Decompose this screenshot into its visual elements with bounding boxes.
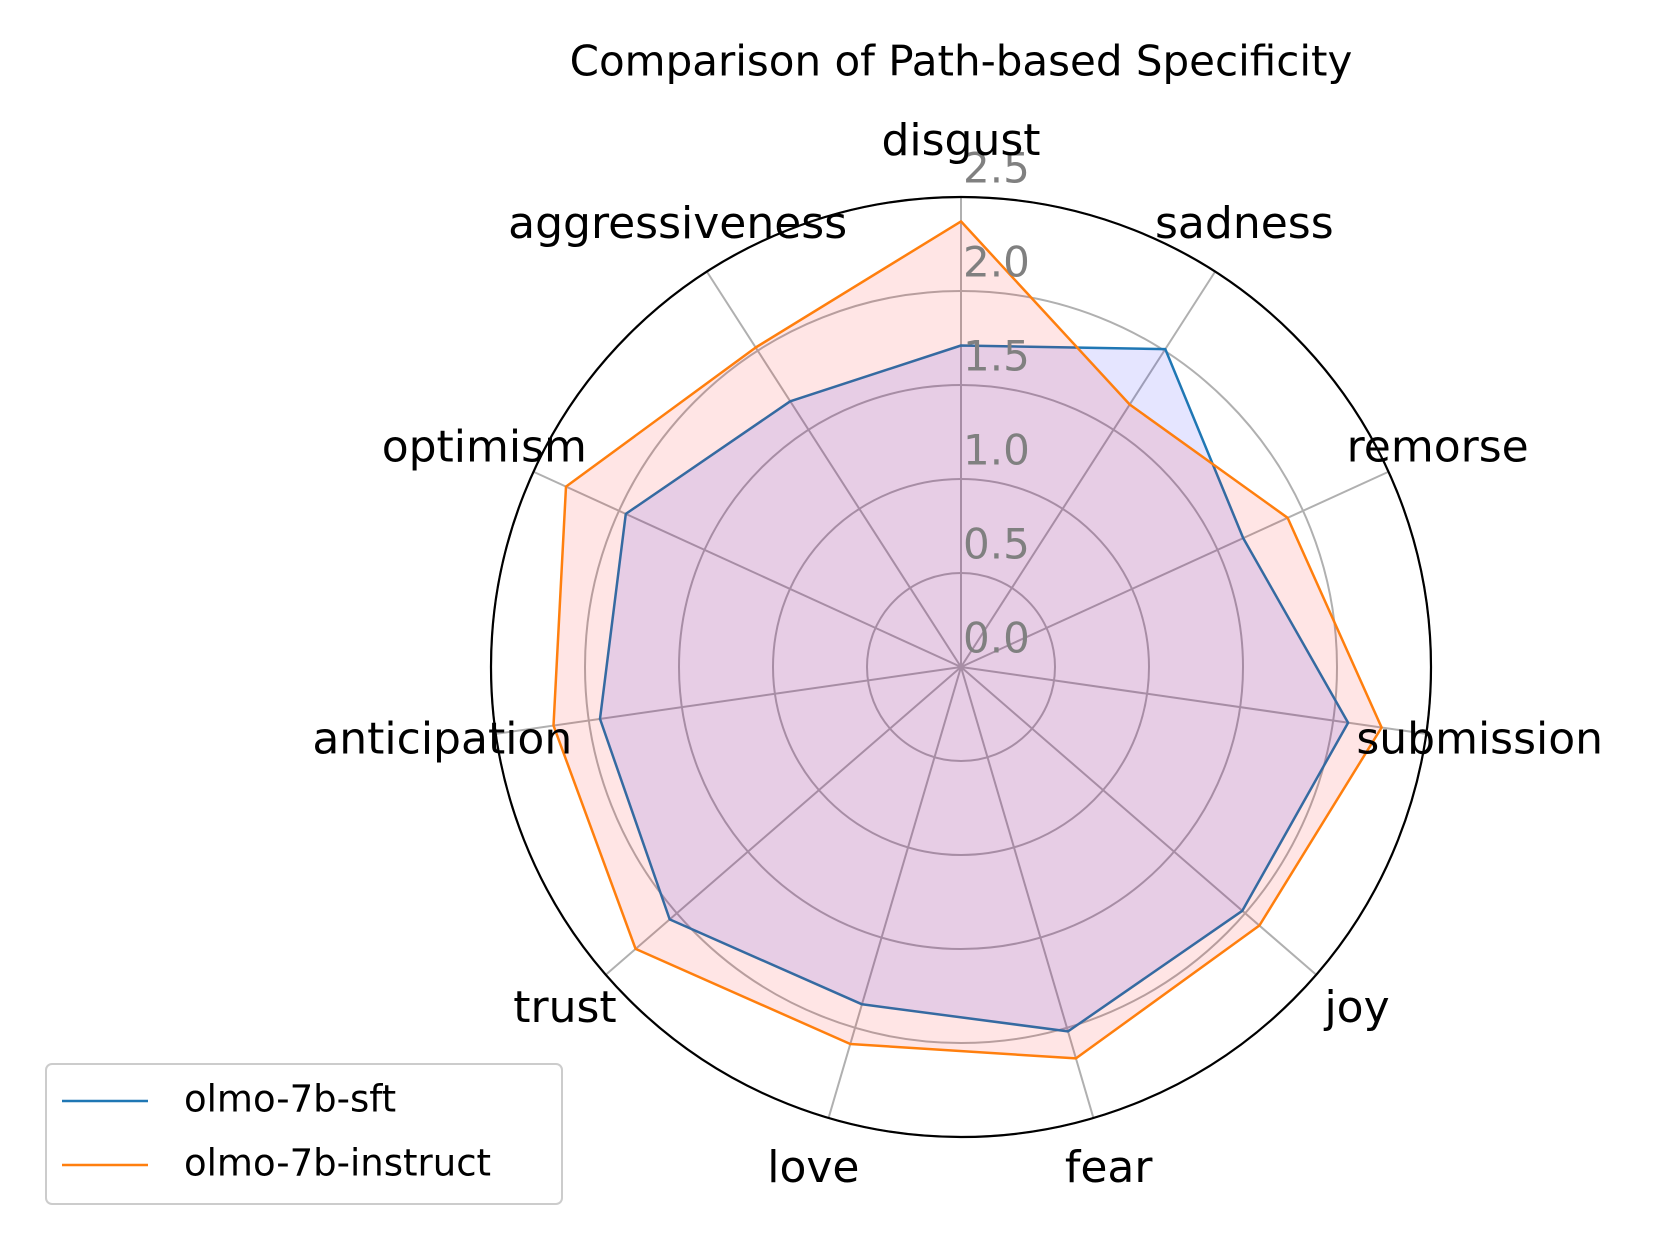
category-label: trust [513,982,616,1033]
category-label: joy [1323,982,1389,1033]
category-label: fear [1065,1142,1154,1193]
category-label: aggressiveness [508,198,847,249]
category-label: remorse [1347,421,1529,472]
legend-label: olmo-7b-instruct [184,1142,491,1185]
spoke [706,271,962,668]
spoke [960,470,1389,668]
spoke [495,666,962,735]
series-line [598,344,1350,1033]
series-line [552,220,1383,1060]
legend: olmo-7b-sft olmo-7b-instruct [45,1063,563,1205]
r-tick-label: 0.0 [963,614,1030,663]
category-label: love [767,1142,859,1193]
r-tick-label: 1.0 [963,426,1030,475]
r-tick-label: 1.5 [963,332,1030,381]
category-label: optimism [382,421,587,472]
category-label: sadness [1155,198,1334,249]
legend-label: olmo-7b-sft [184,1078,396,1121]
spoke [960,666,1095,1119]
r-tick-label: 2.5 [963,144,1030,193]
polar-spine [489,195,1433,1139]
series-area [600,345,1349,1032]
category-label: disgust [881,115,1040,166]
r-tick-label: 2.0 [963,238,1030,287]
category-label: submission [1356,714,1603,765]
category-label: anticipation [312,714,572,765]
series-area [553,221,1382,1059]
spoke [605,666,962,976]
spoke [960,666,1317,976]
r-tick-label: 0.5 [963,520,1030,569]
chart-title: Comparison of Path-based Specificity [570,37,1353,86]
spoke [533,470,962,668]
spoke [960,271,1216,668]
legend-box [45,1063,563,1205]
